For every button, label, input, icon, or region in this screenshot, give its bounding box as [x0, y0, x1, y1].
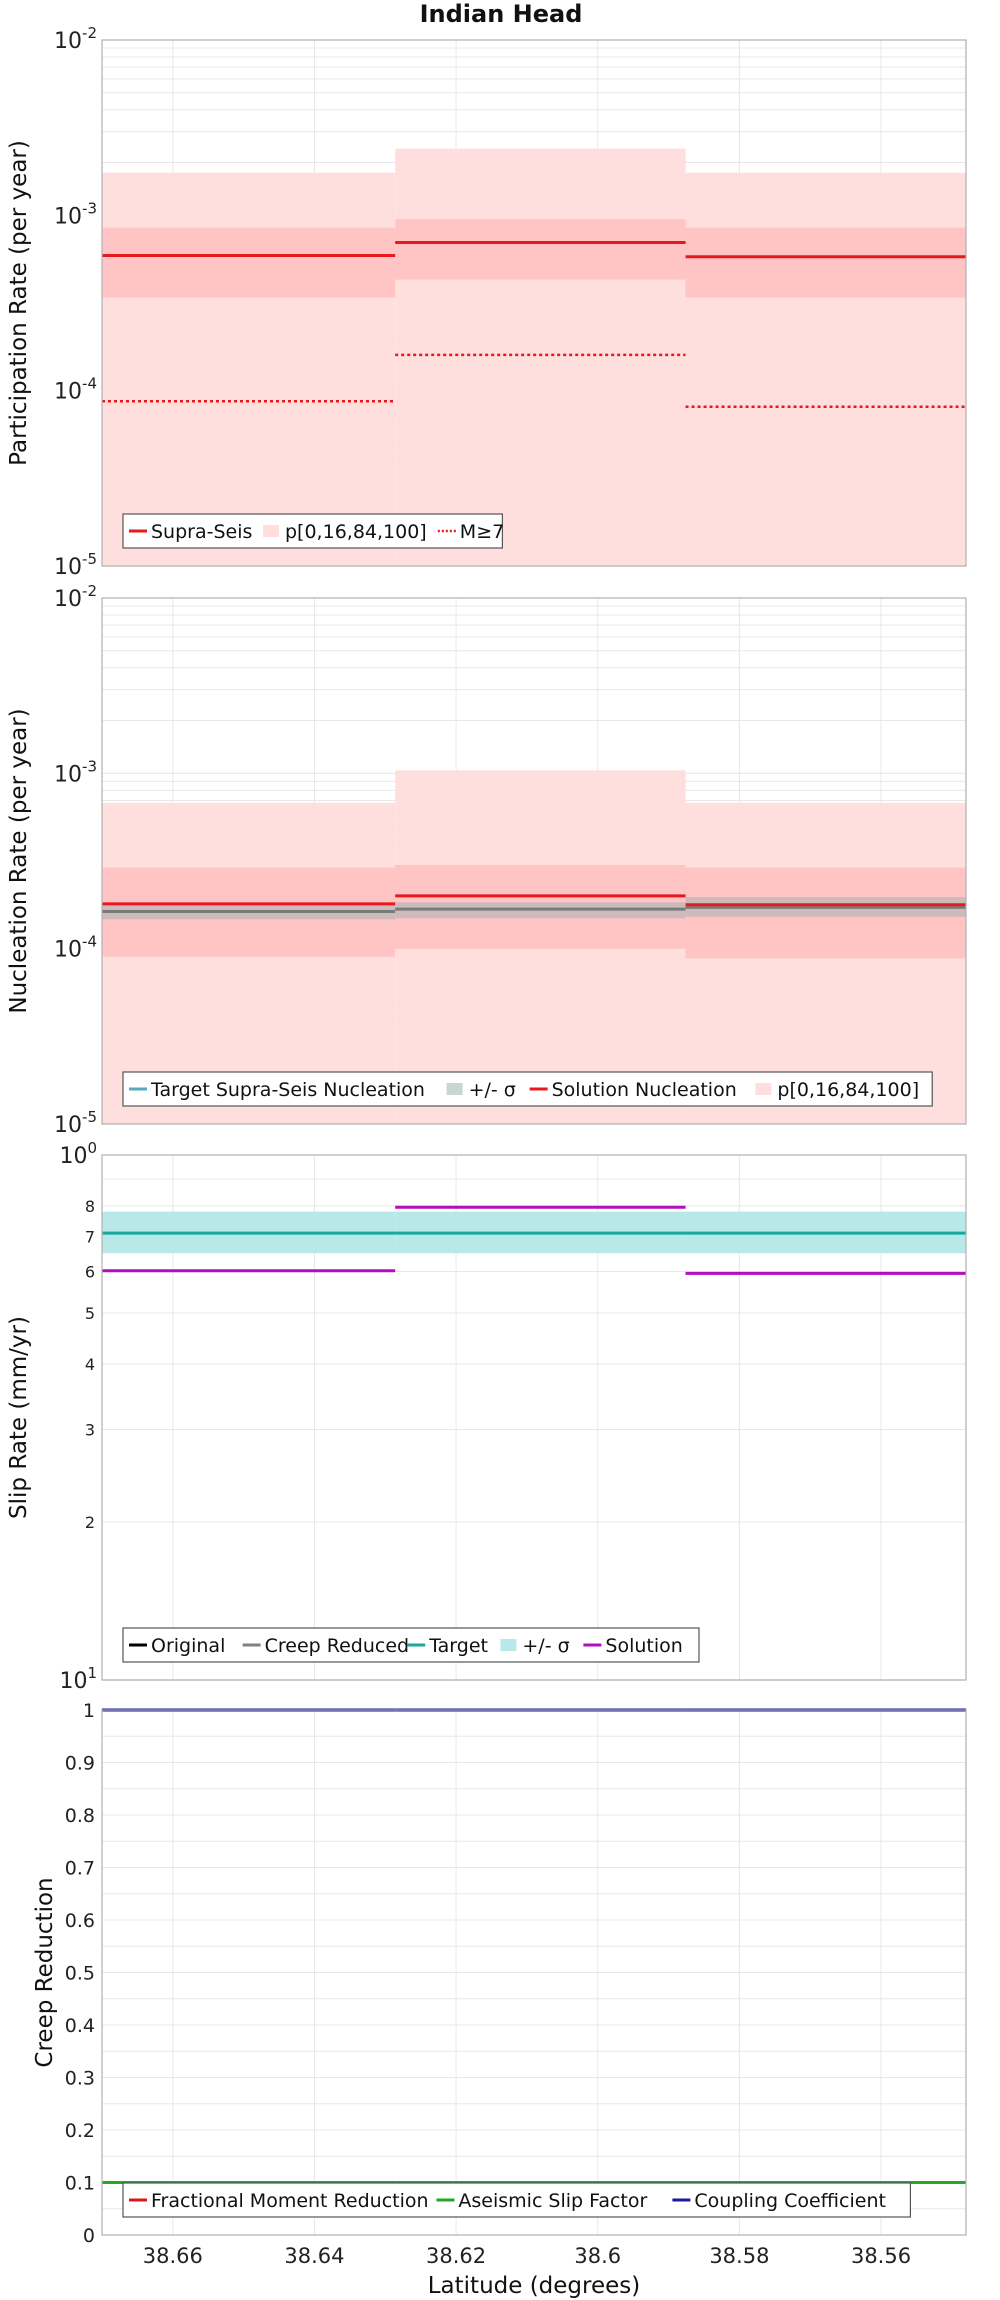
y-tick-label: 0.7 [65, 1858, 95, 1880]
y-tick-label: 7 [85, 1227, 95, 1246]
percentile-band [102, 802, 396, 1124]
y-tick-label: 2 [85, 1513, 95, 1532]
legend: Supra-Seis p[0,16,84,100] M≥7 [122, 513, 504, 549]
legend-label: Solution [605, 1635, 682, 1657]
legend-label: +/- σ [522, 1635, 569, 1657]
y-tick-label: 0.6 [65, 1910, 95, 1932]
legend-box [122, 2182, 912, 2218]
legend-swatch [263, 525, 279, 537]
legend-label: Target [428, 1635, 488, 1657]
y-tick-label: 6 [85, 1262, 95, 1281]
y-tick-label: 0.5 [65, 1963, 95, 1985]
y-axis-label: Creep Reduction [32, 1877, 58, 2067]
y-tick-label: 0.9 [65, 1753, 95, 1775]
y-tick-label: 101 [59, 1664, 97, 1694]
legend-label: Fractional Moment Reduction [151, 2190, 429, 2212]
plot-frame [101, 597, 967, 1125]
panel-3: 2 3 4 5 6 7 8 100 101 Slip Rate (mm/yr) Original Cr… [6, 1139, 967, 1694]
percentile-band [395, 148, 686, 567]
x-tick-label: 38.6 [574, 2244, 621, 2268]
chart-title: Indian Head [420, 0, 583, 28]
panel-4: 0 0.1 0.2 0.3 0.4 0.5 0.6 0.7 0.8 0.9 1 38.66 38.64 3… [32, 1700, 967, 2299]
y-tick-label: 0.8 [65, 1805, 95, 1827]
y-tick-label: 10-4 [54, 375, 97, 405]
x-axis-label: Latitude (degrees) [428, 2273, 641, 2299]
legend: Original Creep Reduced Target +/- σ Solution [122, 1627, 700, 1663]
y-tick-label: 10-4 [54, 933, 97, 963]
y-tick-label: 0.2 [65, 2120, 95, 2142]
y-tick-label: 0.4 [65, 2015, 95, 2037]
x-tick-label: 38.66 [143, 2244, 203, 2268]
legend-swatch [446, 1083, 463, 1095]
y-tick-label: 10-3 [54, 757, 97, 787]
y-axis-label: Slip Rate (mm/yr) [6, 1316, 32, 1519]
legend-swatch [755, 1083, 772, 1095]
legend-label: Solution Nucleation [552, 1079, 737, 1101]
percentile-band [685, 802, 966, 1124]
x-tick-label: 38.64 [284, 2244, 344, 2268]
y-tick-label: 5 [85, 1304, 95, 1323]
y-tick-label: 100 [59, 1139, 97, 1169]
legend-box [122, 1071, 933, 1107]
percentile-band [685, 227, 966, 298]
legend: Target Supra-Seis Nucleation +/- σ Solutio… [122, 1071, 933, 1107]
y-tick-label: 3 [85, 1421, 95, 1440]
y-tick-label: 4 [85, 1355, 95, 1374]
legend-label: M≥7 [460, 521, 504, 543]
y-tick-label: 1 [83, 1700, 95, 1722]
legend-label: Aseismic Slip Factor [458, 2190, 647, 2212]
y-tick-label: 0.1 [65, 2173, 95, 2195]
plot-frame [101, 39, 967, 567]
y-tick-label: 8 [85, 1197, 95, 1216]
y-tick-label: 0.3 [65, 2068, 95, 2090]
percentile-band [102, 227, 396, 298]
y-tick-label: 10-5 [54, 1108, 97, 1138]
legend-label: Creep Reduced [265, 1635, 409, 1657]
y-tick-label: 10-5 [54, 550, 97, 580]
legend-label: p[0,16,84,100] [285, 521, 427, 543]
y-axis-label: Participation Rate (per year) [6, 140, 32, 466]
y-tick-label: 10-3 [54, 199, 97, 229]
y-tick-label: 10-2 [54, 582, 97, 612]
legend-label: p[0,16,84,100] [777, 1079, 919, 1101]
plot-frame [101, 1709, 967, 2236]
y-tick-label: 10-2 [54, 24, 97, 54]
panel-1: 10-5 10-4 10-3 10-2 Participation Rate (per … [6, 24, 967, 580]
panel-2: 10-5 10-4 10-3 10-2 Nucleation Rate (per yea… [6, 582, 967, 1138]
legend: Fractional Moment Reduction Aseismic Slip… [122, 2182, 912, 2218]
legend-label: Target Supra-Seis Nucleation [150, 1079, 425, 1101]
legend-label: Original [151, 1635, 225, 1657]
legend-label: Supra-Seis [151, 521, 252, 543]
legend-swatch [500, 1639, 517, 1651]
y-tick-label: 0 [83, 2225, 95, 2247]
plot-frame [101, 1154, 967, 1681]
percentile-band [395, 219, 686, 280]
x-tick-label: 38.62 [426, 2244, 486, 2268]
legend-label: +/- σ [469, 1079, 516, 1101]
y-axis-label: Nucleation Rate (per year) [6, 708, 32, 1013]
legend-label: Coupling Coefficient [694, 2190, 886, 2212]
x-tick-label: 38.56 [851, 2244, 911, 2268]
x-tick-label: 38.58 [709, 2244, 769, 2268]
